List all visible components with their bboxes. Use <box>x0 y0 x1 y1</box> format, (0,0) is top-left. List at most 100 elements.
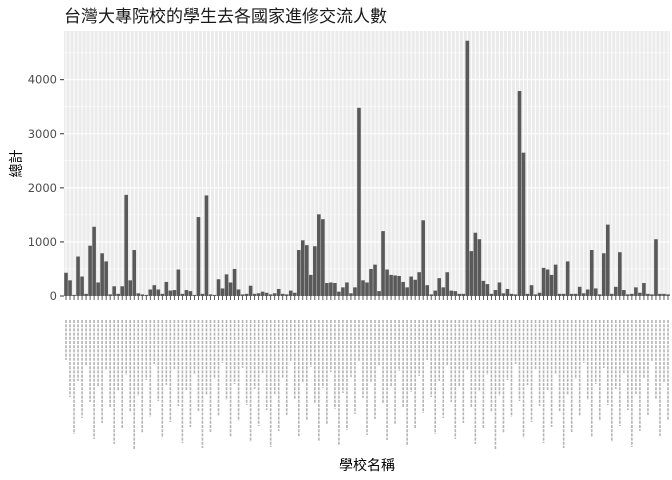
bar <box>581 293 586 296</box>
bar <box>349 293 353 296</box>
bar <box>545 269 550 296</box>
bar <box>333 283 337 296</box>
bars <box>64 40 670 296</box>
bar <box>128 280 133 296</box>
bar <box>212 294 217 296</box>
bar <box>321 219 325 296</box>
bar <box>642 283 646 296</box>
bar <box>377 291 381 296</box>
bar <box>525 293 530 296</box>
bar <box>248 285 253 296</box>
bar <box>300 240 305 296</box>
bar <box>457 293 462 296</box>
bar <box>288 290 293 296</box>
bar <box>341 287 345 296</box>
bar <box>132 250 137 296</box>
bar <box>276 288 281 296</box>
bar <box>164 281 169 296</box>
bar <box>517 91 522 296</box>
bar <box>192 294 197 296</box>
bar <box>365 282 369 296</box>
bar <box>156 289 161 296</box>
bar <box>304 245 309 296</box>
bar <box>634 287 638 296</box>
bar <box>417 272 421 296</box>
bar <box>481 280 486 296</box>
bar <box>88 245 92 296</box>
bar <box>626 294 630 296</box>
bar <box>666 294 670 296</box>
bar <box>168 290 173 296</box>
x-axis <box>65 296 669 449</box>
bar <box>200 293 205 296</box>
bar <box>573 293 578 296</box>
bar <box>260 291 265 296</box>
bar <box>236 289 241 296</box>
bar <box>232 268 237 296</box>
bar <box>601 253 606 296</box>
y-tick-label: 2000 <box>28 181 57 195</box>
bar <box>264 292 269 296</box>
bar <box>605 224 610 296</box>
chart-title: 台灣大專院校的學生去各國家進修交流人數 <box>64 7 387 27</box>
bar <box>509 293 514 296</box>
bar <box>569 293 574 296</box>
bar <box>188 291 193 296</box>
bar <box>296 250 301 296</box>
bar <box>184 290 189 296</box>
bar <box>112 286 116 296</box>
bar <box>176 269 181 296</box>
bar <box>577 286 582 296</box>
bar <box>76 256 80 296</box>
bar <box>280 293 285 296</box>
grid-lines <box>64 31 670 297</box>
bar <box>553 264 558 296</box>
bar <box>477 239 482 296</box>
bar <box>497 282 502 296</box>
bar <box>96 282 100 296</box>
bar <box>160 293 165 296</box>
bar <box>465 40 470 296</box>
bar <box>646 293 650 296</box>
bar <box>325 283 329 296</box>
bar <box>84 293 88 296</box>
bar <box>453 291 458 296</box>
bar <box>357 107 361 296</box>
bar <box>120 286 124 296</box>
bar <box>489 293 494 296</box>
bar <box>136 293 141 296</box>
bar <box>622 290 626 296</box>
bar <box>493 290 498 296</box>
bar <box>561 293 566 296</box>
bar <box>393 275 397 296</box>
bar <box>541 267 546 296</box>
bar <box>630 293 634 296</box>
bar <box>208 294 213 296</box>
bar <box>309 274 313 296</box>
bar <box>313 246 317 296</box>
y-tick-label: 1000 <box>28 235 57 249</box>
y-axis-title: 總計 <box>8 150 25 178</box>
bar <box>565 261 570 296</box>
bar <box>421 220 425 296</box>
bar <box>381 231 385 296</box>
bar <box>437 278 442 296</box>
bar <box>658 293 662 296</box>
y-tick-label: 0 <box>50 289 57 303</box>
bar <box>104 261 108 296</box>
y-tick-label: 4000 <box>28 73 57 87</box>
bar <box>272 293 277 296</box>
bar <box>405 287 409 296</box>
bar <box>461 293 466 296</box>
bar <box>585 289 590 296</box>
bar <box>180 293 185 296</box>
bar <box>140 294 145 296</box>
bar <box>144 294 149 296</box>
bar <box>228 282 233 296</box>
bar <box>345 282 349 296</box>
bar <box>64 272 68 296</box>
x-axis-title: 學校名稱 <box>339 457 395 474</box>
bar <box>441 287 446 296</box>
bar <box>80 276 84 296</box>
